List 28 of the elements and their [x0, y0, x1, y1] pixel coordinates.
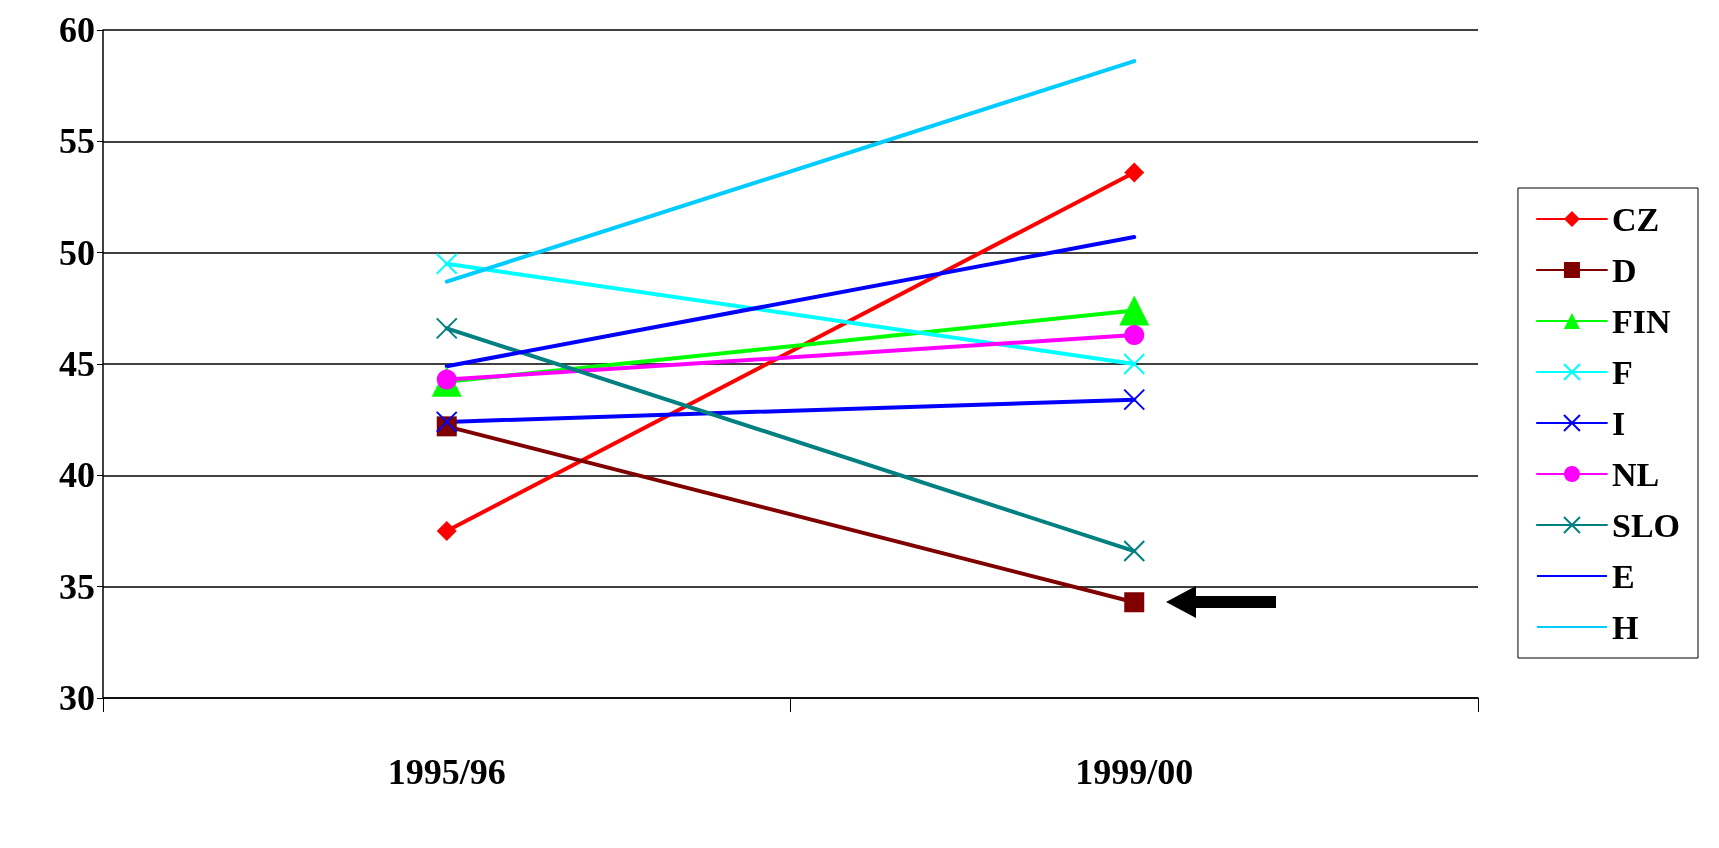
y-tick-label: 45 — [59, 344, 95, 384]
y-tick-label: 60 — [59, 10, 95, 50]
legend-label: H — [1611, 608, 1639, 646]
point — [1123, 540, 1146, 563]
y-tick-label: 50 — [59, 232, 95, 273]
point — [1123, 353, 1146, 375]
point — [435, 317, 458, 340]
point — [1124, 162, 1145, 183]
x-tick-label: 1995/96 — [387, 752, 506, 792]
legend-label: FIN — [1611, 302, 1671, 340]
legend-label: D — [1611, 251, 1637, 289]
x-tick-label: 1999/00 — [1075, 752, 1194, 792]
y-tick-label: 30 — [59, 678, 95, 718]
point — [1124, 325, 1145, 346]
legend-label: I — [1611, 404, 1626, 442]
legend-label: NL — [1611, 455, 1660, 493]
legend-label: SLO — [1611, 506, 1681, 544]
point — [435, 410, 458, 433]
point — [1124, 592, 1145, 613]
point — [1123, 388, 1146, 411]
y-tick-label: 35 — [59, 566, 95, 607]
legend-label: E — [1611, 557, 1635, 595]
point — [435, 252, 458, 275]
legend-label: CZ — [1611, 200, 1660, 238]
y-tick-label: 40 — [59, 455, 95, 496]
legend-label: F — [1611, 353, 1633, 391]
point — [436, 521, 457, 541]
y-tick-label: 55 — [59, 121, 95, 162]
